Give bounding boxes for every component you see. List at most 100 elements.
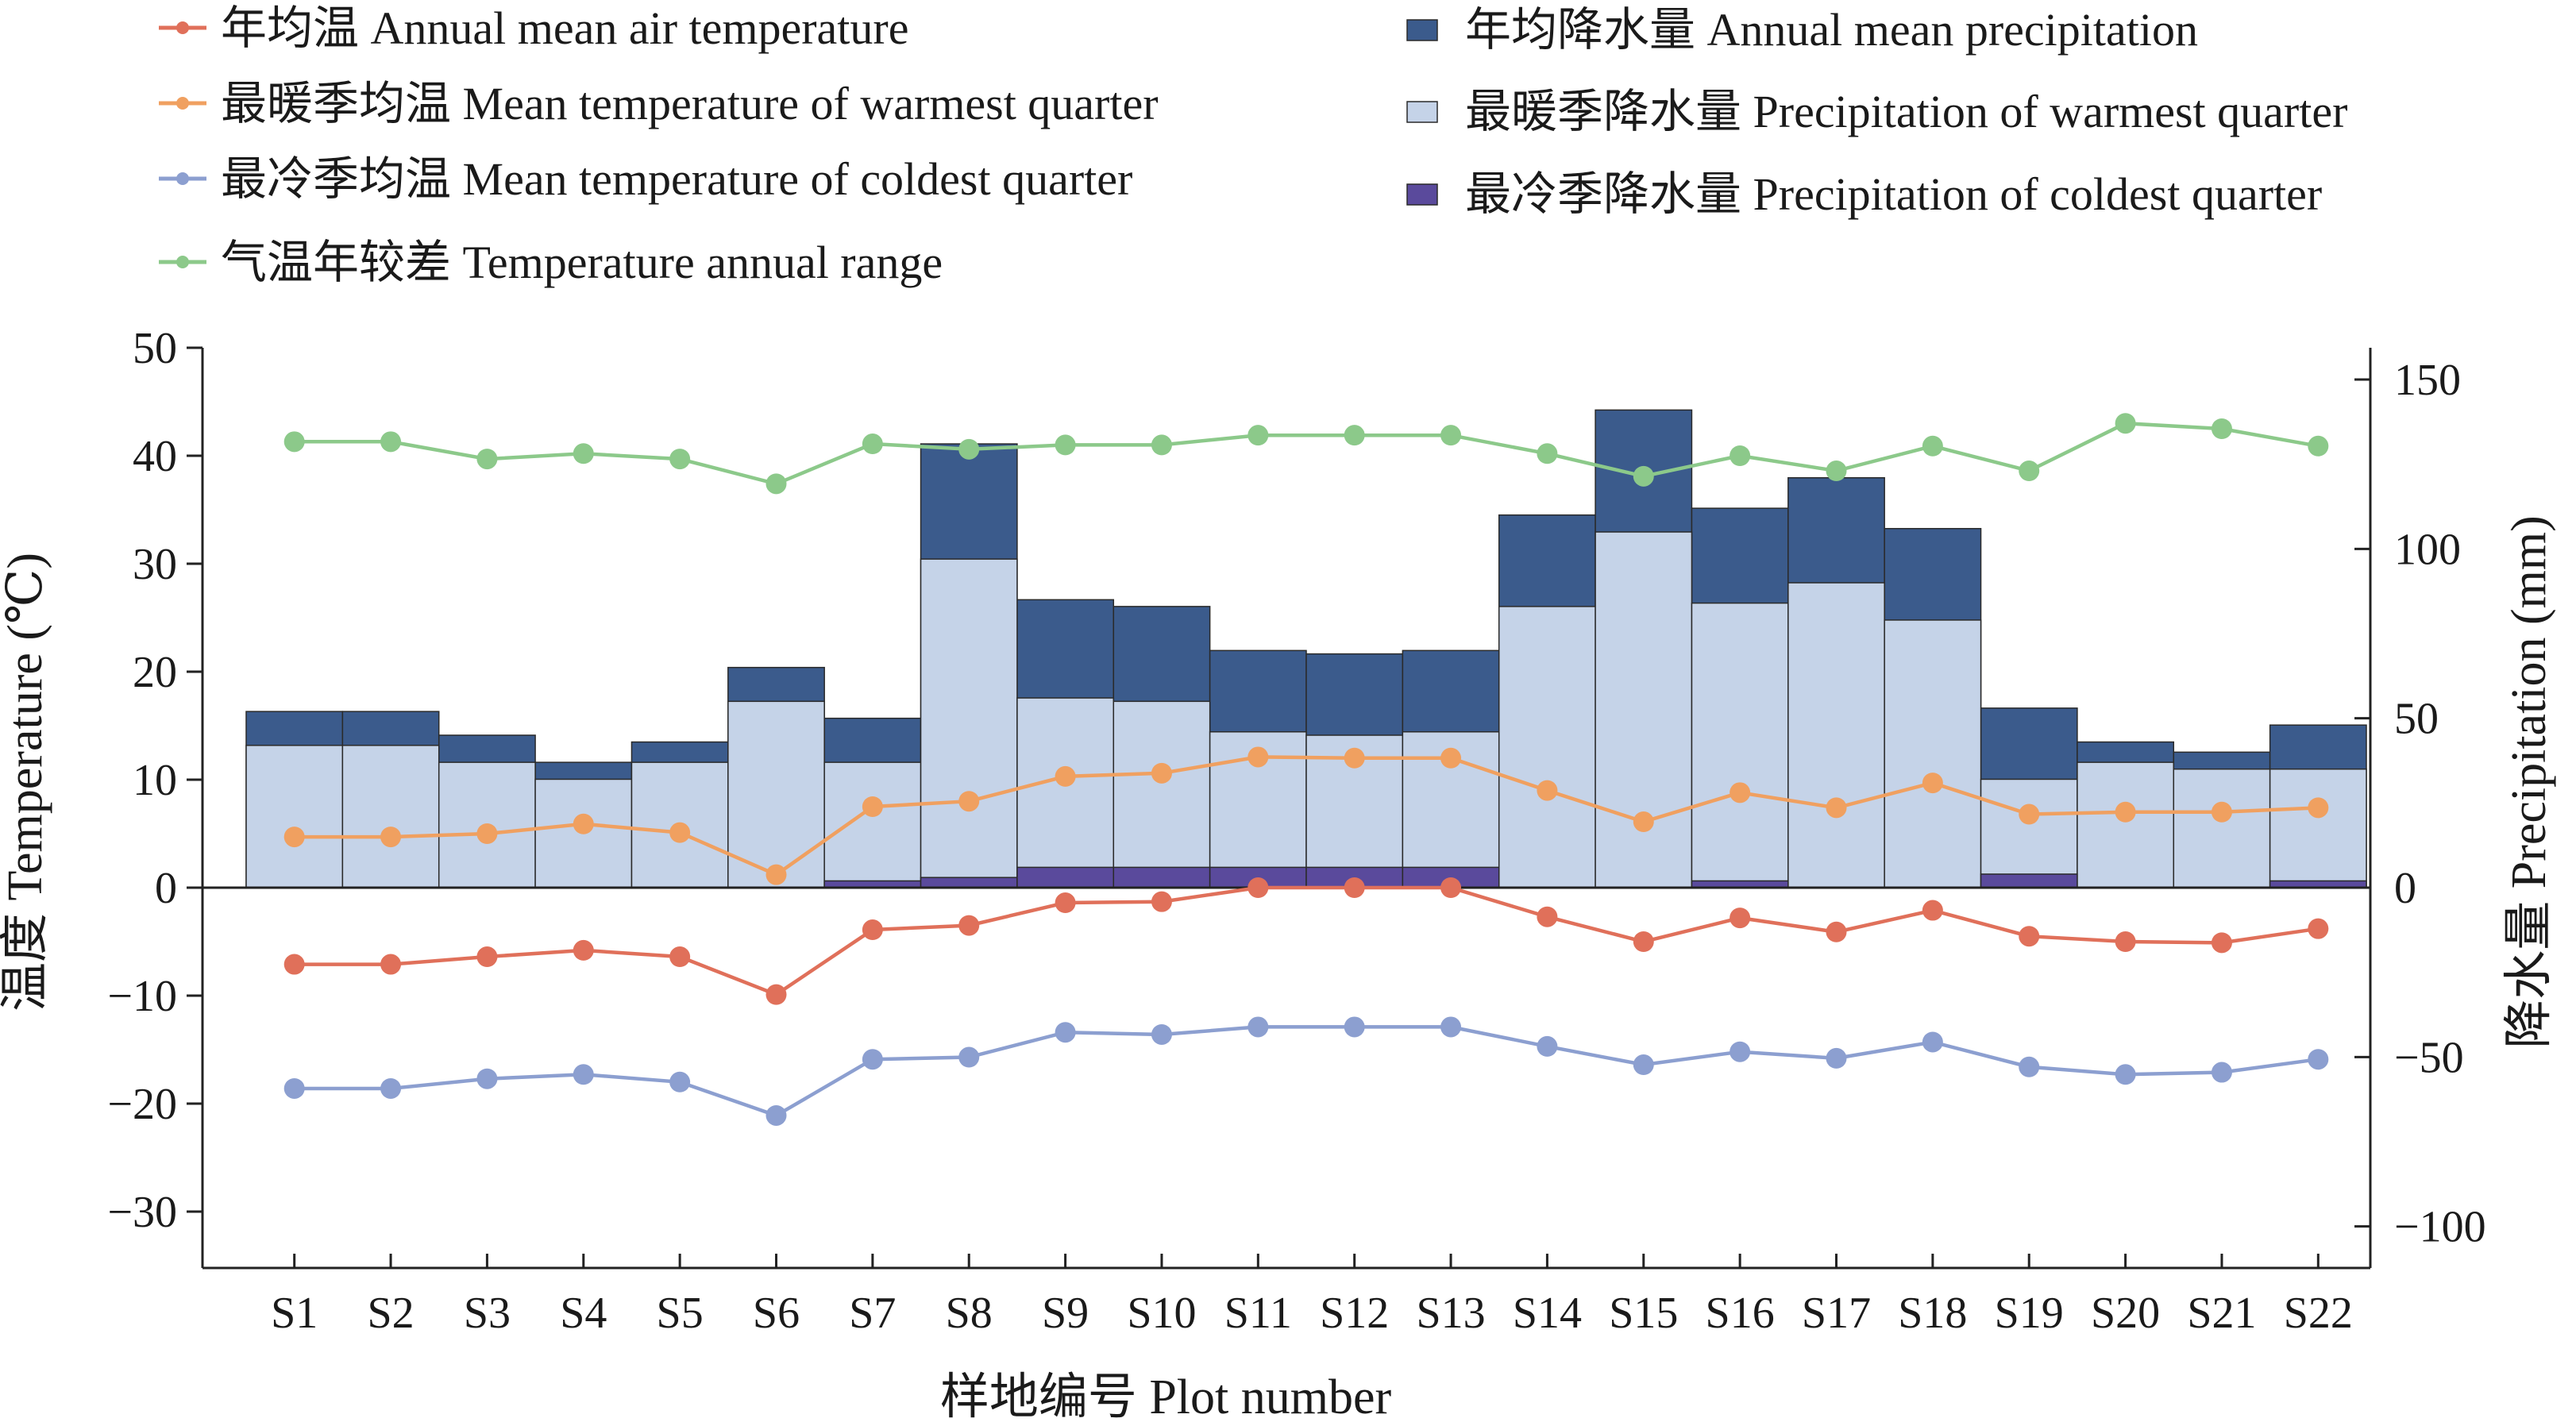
point-annual-mean-temp xyxy=(2019,926,2040,947)
y-tick-label-left: 30 xyxy=(133,540,177,589)
y-tick-label-left: 10 xyxy=(133,756,177,805)
legend-item-coldest-quarter-precip: 最冷季降水量 Precipitation of coldest quarter xyxy=(1406,168,2322,220)
y-tick-label-left: 40 xyxy=(133,432,177,481)
x-tick-label: S12 xyxy=(1320,1289,1389,1338)
point-temp-annual-range xyxy=(669,449,691,470)
line-temp-annual-range xyxy=(294,421,2319,486)
bar-warmest-quarter-precip xyxy=(245,745,344,888)
point-temp-annual-range xyxy=(862,434,883,455)
bar-warmest-quarter-precip xyxy=(2269,768,2367,888)
y-axis-title-right: 降水量 Precipitation (mm) xyxy=(2502,515,2556,1049)
point-annual-mean-temp xyxy=(1537,906,1558,927)
line-annual-mean-temp xyxy=(294,885,2319,997)
point-temp-annual-range xyxy=(1537,443,1558,464)
point-temp-annual-range xyxy=(1151,434,1172,456)
point-temp-annual-range xyxy=(1440,425,1462,446)
point-temp-annual-range xyxy=(1248,425,1269,446)
point-coldest-quarter-temp xyxy=(2019,1056,2040,1077)
legend-label: 最暖季降水量 Precipitation of warmest quarter xyxy=(1465,86,2347,137)
point-temp-annual-range xyxy=(2211,418,2232,439)
point-temp-annual-range xyxy=(573,443,594,464)
y-tick-label-left: 20 xyxy=(133,648,177,697)
point-warmest-quarter-temp xyxy=(958,791,980,812)
point-warmest-quarter-temp xyxy=(765,864,787,885)
y-tick-label-left: −20 xyxy=(107,1080,177,1129)
point-warmest-quarter-temp xyxy=(2211,801,2232,823)
bar-warmest-quarter-precip xyxy=(1980,778,2078,888)
bar-coldest-quarter-precip xyxy=(1016,866,1115,888)
point-temp-annual-range xyxy=(1922,435,1943,457)
point-warmest-quarter-temp xyxy=(1055,765,1076,787)
bar-warmest-quarter-precip xyxy=(1595,531,1693,888)
x-tick-label: S22 xyxy=(2284,1289,2353,1338)
y-tick-label-right: 50 xyxy=(2394,695,2439,744)
point-coldest-quarter-temp xyxy=(2308,1049,2329,1070)
point-annual-mean-temp xyxy=(1151,891,1172,912)
bar-warmest-quarter-precip xyxy=(1498,606,1596,888)
bar-warmest-quarter-precip xyxy=(1787,582,1885,888)
legend-item-temp-annual-range: 气温年较差 Temperature annual range xyxy=(159,237,943,288)
x-tick-label: S5 xyxy=(657,1289,704,1338)
point-coldest-quarter-temp xyxy=(862,1049,883,1070)
point-annual-mean-temp xyxy=(1344,877,1365,898)
x-tick-label: S3 xyxy=(464,1289,511,1338)
x-tick-label: S6 xyxy=(753,1289,800,1338)
legend-bar-swatch xyxy=(1406,19,1438,41)
point-coldest-quarter-temp xyxy=(1344,1016,1365,1038)
point-temp-annual-range xyxy=(1344,425,1365,446)
point-annual-mean-temp xyxy=(1633,931,1654,952)
legend-label: 最暖季均温 Mean temperature of warmest quarte… xyxy=(221,78,1159,129)
point-coldest-quarter-temp xyxy=(1633,1054,1654,1076)
point-annual-mean-temp xyxy=(1055,892,1076,914)
point-warmest-quarter-temp xyxy=(573,813,594,834)
legend-label: 年均降水量 Annual mean precipitation xyxy=(1465,4,2198,56)
bar-warmest-quarter-precip xyxy=(727,700,825,888)
x-tick-label: S13 xyxy=(1416,1289,1485,1338)
point-temp-annual-range xyxy=(1055,434,1076,456)
point-warmest-quarter-temp xyxy=(1537,780,1558,801)
point-coldest-quarter-temp xyxy=(1537,1035,1558,1057)
point-annual-mean-temp xyxy=(573,939,594,961)
point-annual-mean-temp xyxy=(2115,931,2136,952)
point-annual-mean-temp xyxy=(1730,908,1751,929)
bar-warmest-quarter-precip xyxy=(823,761,922,888)
legend-item-warmest-quarter-precip: 最暖季降水量 Precipitation of warmest quarter xyxy=(1406,86,2347,137)
legend-label: 气温年较差 Temperature annual range xyxy=(221,237,943,288)
point-warmest-quarter-temp xyxy=(380,827,402,848)
point-annual-mean-temp xyxy=(2308,918,2329,939)
legend-item-annual-mean-temp: 年均温 Annual mean air temperature xyxy=(159,2,908,54)
x-tick-label: S8 xyxy=(946,1289,993,1338)
point-warmest-quarter-temp xyxy=(2115,801,2136,823)
point-warmest-quarter-temp xyxy=(1633,811,1654,833)
y-axis-title-left: 温度 Temperature (℃) xyxy=(0,553,52,1012)
x-tick-label: S2 xyxy=(367,1289,414,1338)
point-annual-mean-temp xyxy=(1922,900,1943,921)
y-tick-label-left: 0 xyxy=(155,864,177,913)
point-temp-annual-range xyxy=(2019,461,2040,482)
x-tick-label: S7 xyxy=(849,1289,896,1338)
point-coldest-quarter-temp xyxy=(476,1068,498,1089)
x-tick-label: S15 xyxy=(1609,1289,1678,1338)
point-annual-mean-temp xyxy=(1440,877,1462,898)
line-coldest-quarter-temp xyxy=(294,1025,2319,1118)
point-temp-annual-range xyxy=(1826,461,1847,482)
point-annual-mean-temp xyxy=(476,946,498,968)
point-temp-annual-range xyxy=(283,431,305,453)
legend-item-coldest-quarter-temp: 最冷季均温 Mean temperature of coldest quarte… xyxy=(159,153,1132,205)
bar-coldest-quarter-precip xyxy=(1980,873,2078,888)
x-tick-label: S11 xyxy=(1224,1289,1292,1338)
y-tick-label-right: −100 xyxy=(2394,1203,2486,1252)
point-temp-annual-range xyxy=(2308,435,2329,457)
legend: 年均温 Annual mean air temperature 最暖季均温 Me… xyxy=(159,2,2347,288)
legend-item-warmest-quarter-temp: 最暖季均温 Mean temperature of warmest quarte… xyxy=(159,78,1159,129)
legend-bar-swatch xyxy=(1406,183,1438,206)
point-annual-mean-temp xyxy=(283,954,305,975)
point-warmest-quarter-temp xyxy=(1730,782,1751,803)
point-warmest-quarter-temp xyxy=(1344,747,1365,769)
bar-warmest-quarter-precip xyxy=(1884,619,1982,888)
x-axis-title: 样地编号 Plot number xyxy=(940,1370,1392,1422)
point-temp-annual-range xyxy=(765,473,787,495)
x-tick-label: S19 xyxy=(1995,1289,2064,1338)
